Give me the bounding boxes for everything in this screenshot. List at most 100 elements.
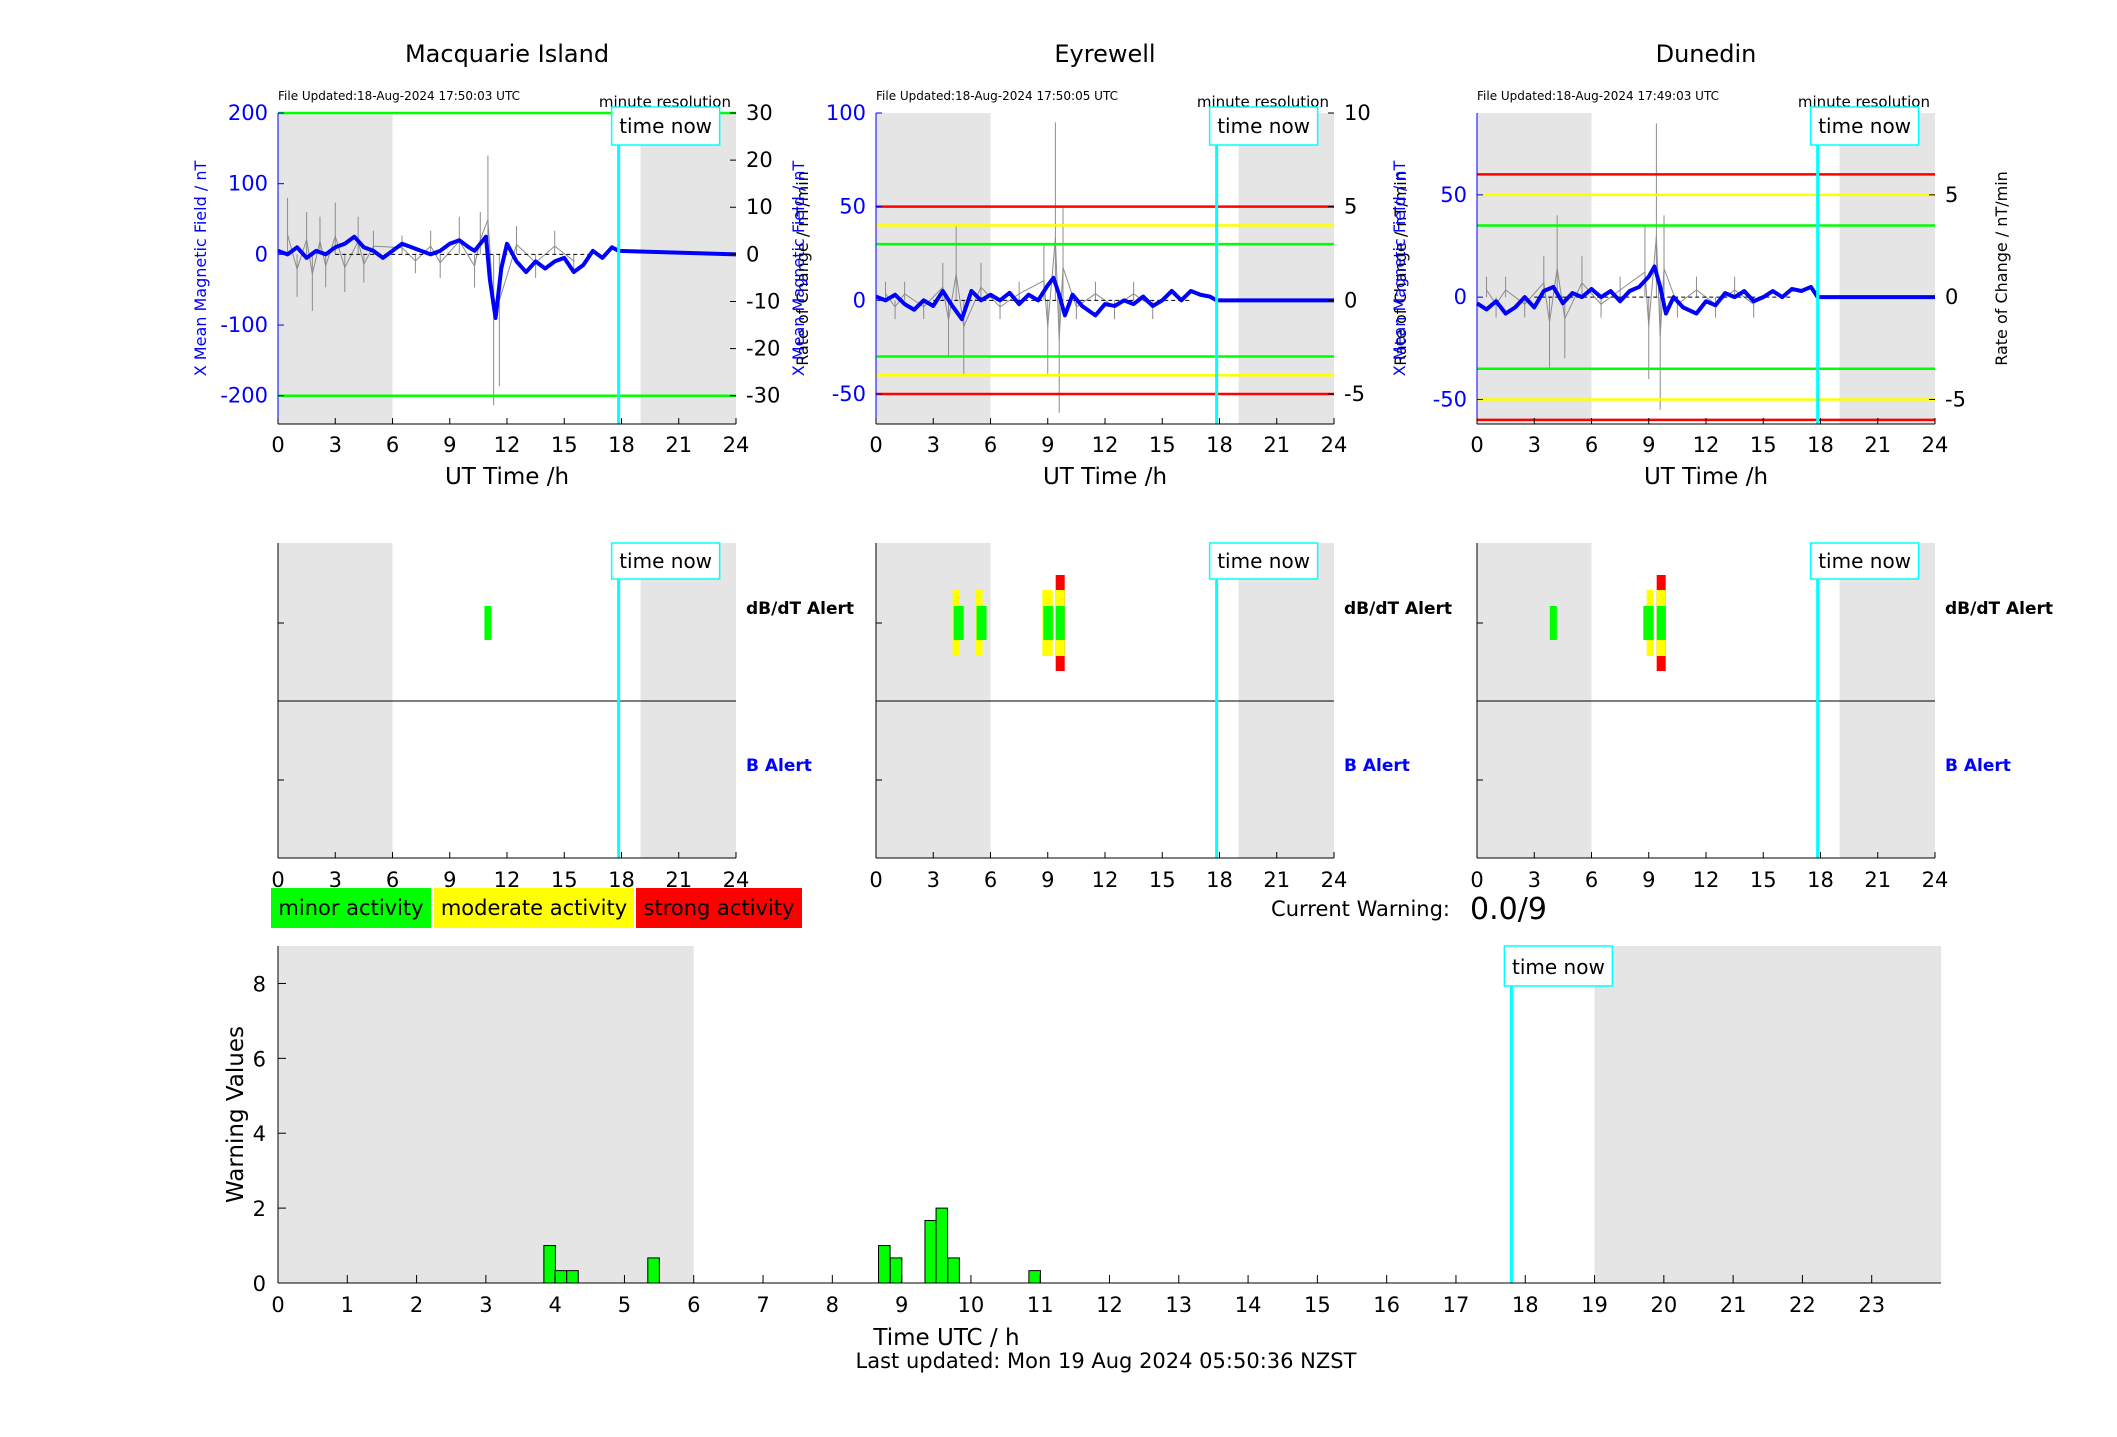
x-tick-label: 21 (1263, 433, 1290, 457)
activity-legend: minor activity moderate activity strong … (271, 888, 802, 928)
time-now-label: time now (619, 114, 712, 138)
magnetometer-chart-3: Dunedin File Updated:18-Aug-2024 17:49:03… (1390, 40, 2011, 490)
x-tick-label: 22 (1789, 1293, 1816, 1317)
mean-field-trace (277, 234, 737, 320)
y-tick-label: 8 (253, 972, 266, 996)
y-tick-label-right: -30 (746, 384, 780, 408)
x-tick-label: 3 (1528, 868, 1541, 892)
time-now-box (1208, 542, 1319, 580)
dbdt-alert-minor (1646, 606, 1654, 640)
alert-chart-2: time now dB/dT Alert B Alert 0 3 6 9 12 15 18 21 24 (869, 542, 1452, 892)
x-tick-label: 16 (1373, 1293, 1400, 1317)
rate-of-change-trace (1486, 236, 1755, 337)
x-tick-label: 9 (1041, 433, 1054, 457)
x-tick-label: 0 (271, 1293, 284, 1317)
y-tick-label-right: 10 (1344, 101, 1371, 125)
y-tick-label-left: -50 (1433, 387, 1467, 411)
x-tick-label: 9 (1041, 868, 1054, 892)
x-tick-label: 6 (1585, 868, 1598, 892)
y-tick-label-left: -50 (832, 382, 866, 406)
current-warning-label: Current Warning: (1271, 897, 1450, 921)
y-axis-label-right: Rate of Change / nT/min (793, 171, 812, 366)
x-tick-label: 21 (1720, 1293, 1747, 1317)
warning-bar (947, 1257, 960, 1284)
x-tick-label: 21 (665, 433, 692, 457)
y-tick-label: 6 (253, 1047, 266, 1071)
x-tick-label: 18 (1206, 433, 1233, 457)
x-tick-label: 12 (1693, 433, 1720, 457)
x-tick-label: 15 (1149, 868, 1176, 892)
x-tick-label: 19 (1581, 1293, 1608, 1317)
y-tick-label-left: 50 (1440, 183, 1467, 207)
y-tick-label-right: -5 (1344, 382, 1365, 406)
night-shade (1477, 113, 1592, 424)
y-tick-label-right: 5 (1945, 183, 1958, 207)
night-shade (1238, 113, 1334, 424)
legend-moderate-label: moderate activity (441, 896, 627, 920)
x-tick-label: 24 (1922, 868, 1949, 892)
x-tick-label: 12 (1693, 868, 1720, 892)
night-shade (1839, 113, 1935, 424)
warning-bar (543, 1245, 556, 1284)
mean-field-trace (875, 275, 1334, 322)
y-tick-label-right: 0 (1344, 288, 1357, 312)
dbdt-alert-minor (1045, 606, 1053, 640)
y-tick-label-left: 50 (839, 195, 866, 219)
y-tick-label-right: 30 (746, 101, 773, 125)
y-tick-label: 4 (253, 1122, 266, 1146)
legend-strong-swatch (636, 888, 802, 928)
y-tick-label-left: 0 (853, 288, 866, 312)
file-updated-text: File Updated:18-Aug-2024 17:49:03 UTC (1477, 89, 1719, 103)
x-axis-label: UT Time /h (1043, 464, 1167, 490)
time-now-label: time now (1818, 114, 1911, 138)
x-tick-label: 12 (494, 433, 521, 457)
warning-bar (566, 1270, 579, 1284)
warning-bar (924, 1219, 938, 1284)
x-tick-label: 8 (826, 1293, 839, 1317)
dbdt-alert-label: dB/dT Alert (1945, 599, 2053, 619)
chart-layer: Macquarie Island File Updated:18-Aug-2024… (191, 40, 2053, 1351)
x-tick-label: 12 (1092, 433, 1119, 457)
y-axis-label-left: X Mean Magnetic Field / nT (191, 161, 210, 377)
x-axis-label: UT Time /h (445, 464, 569, 490)
y-tick-label-right: -10 (746, 289, 780, 313)
dbdt-alert-label: dB/dT Alert (746, 599, 854, 619)
x-tick-label: 21 (1864, 868, 1891, 892)
x-tick-label: 2 (410, 1293, 423, 1317)
x-tick-label: 6 (1585, 433, 1598, 457)
last-updated-text: Last updated: Mon 19 Aug 2024 05:50:36 N… (856, 1349, 1357, 1373)
x-tick-label: 9 (443, 433, 456, 457)
x-tick-label: 24 (1321, 868, 1348, 892)
y-axis-label-left: X Mean Magnetic Field / nT (789, 161, 808, 377)
x-tick-label: 3 (479, 1293, 492, 1317)
time-now-label: time now (1512, 955, 1605, 979)
magnetometer-chart-2: Eyrewell File Updated:18-Aug-2024 17:50:0… (789, 40, 1410, 490)
legend-strong-label: strong activity (644, 896, 795, 920)
y-tick-label-left: -100 (220, 313, 268, 337)
x-tick-label: 0 (869, 868, 882, 892)
x-tick-label: 15 (1149, 433, 1176, 457)
y-tick-label-right: -20 (746, 337, 780, 361)
y-tick-label-right: -5 (1945, 387, 1966, 411)
time-now-label: time now (1217, 114, 1310, 138)
x-axis-label: Time UTC / h (872, 1325, 1019, 1351)
y-tick-label-left: 200 (228, 101, 268, 125)
x-tick-label: 3 (329, 868, 342, 892)
x-tick-label: 23 (1858, 1293, 1885, 1317)
x-tick-label: 12 (1092, 868, 1119, 892)
warning-bar (889, 1257, 903, 1284)
magnetometer-chart-1: Macquarie Island File Updated:18-Aug-2024… (191, 40, 812, 490)
b-alert-label: B Alert (1344, 756, 1410, 776)
night-shade (1594, 946, 1941, 1283)
dbdt-alert-minor (1549, 606, 1557, 640)
time-now-label: time now (1217, 549, 1310, 573)
x-tick-label: 6 (687, 1293, 700, 1317)
x-tick-label: 4 (548, 1293, 561, 1317)
time-now-box (1208, 106, 1319, 146)
x-tick-label: 9 (443, 868, 456, 892)
x-tick-label: 0 (1470, 868, 1483, 892)
y-tick-label-right: 10 (746, 195, 773, 219)
chart-title: Dunedin (1656, 40, 1757, 68)
x-tick-label: 18 (1807, 433, 1834, 457)
